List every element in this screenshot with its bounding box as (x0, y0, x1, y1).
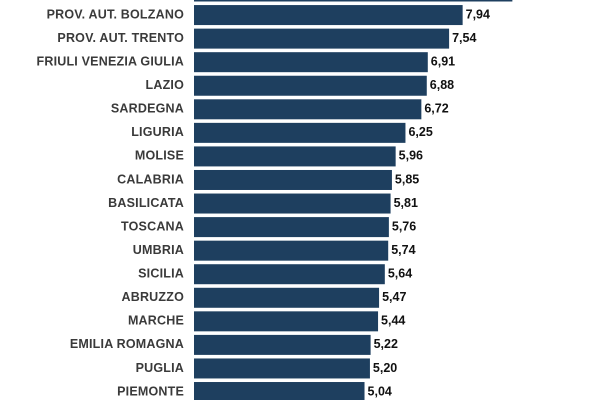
bar (194, 382, 365, 400)
value-label: 5,76 (392, 219, 416, 233)
category-label: LIGURIA (131, 125, 184, 139)
category-label: CALABRIA (117, 172, 184, 186)
category-label: PROV. AUT. TRENTO (57, 31, 184, 45)
value-label: 5,74 (391, 243, 415, 257)
bar (194, 217, 389, 238)
bar (194, 240, 389, 261)
value-label: 5,96 (399, 149, 423, 163)
value-label: 7,54 (452, 31, 476, 45)
bar (194, 334, 371, 355)
value-label: 5,04 (368, 384, 392, 398)
bar (194, 264, 385, 285)
bar (194, 28, 450, 49)
category-label: TOSCANA (121, 219, 184, 233)
bar (194, 169, 392, 190)
value-label: 6,91 (431, 54, 455, 68)
category-label: PIEMONTE (117, 384, 184, 398)
bar (194, 99, 422, 120)
category-label: PUGLIA (136, 361, 184, 375)
value-label: 5,20 (373, 361, 397, 375)
bar (194, 122, 406, 143)
category-label: MOLISE (135, 149, 184, 163)
bar (194, 75, 427, 96)
category-label: UMBRIA (133, 243, 184, 257)
bar (194, 146, 396, 167)
bar (194, 5, 463, 26)
value-label: 7,94 (466, 7, 490, 21)
bar (194, 0, 513, 2)
bar (194, 52, 428, 73)
bar (194, 358, 370, 379)
category-label: LAZIO (146, 78, 185, 92)
bar (194, 287, 380, 308)
value-label: 6,72 (424, 102, 448, 116)
category-label: SICILIA (138, 267, 184, 281)
category-label: MARCHE (128, 314, 184, 328)
bar (194, 193, 391, 214)
category-label: FRIULI VENEZIA GIULIA (37, 54, 185, 68)
value-label: 5,47 (382, 290, 406, 304)
category-label: BASILICATA (108, 196, 184, 210)
bar (194, 311, 379, 332)
category-label: PROV. AUT. BOLZANO (47, 7, 184, 21)
value-label: 6,88 (430, 78, 454, 92)
category-label: ABRUZZO (121, 290, 184, 304)
value-label: 5,85 (395, 172, 419, 186)
value-label: 5,22 (374, 337, 398, 351)
category-label: EMILIA ROMAGNA (70, 337, 184, 351)
category-label: SARDEGNA (111, 102, 184, 116)
value-label: 5,44 (381, 314, 405, 328)
value-label: 6,25 (408, 125, 432, 139)
value-label: 5,64 (388, 267, 412, 281)
value-label: 5,81 (394, 196, 418, 210)
